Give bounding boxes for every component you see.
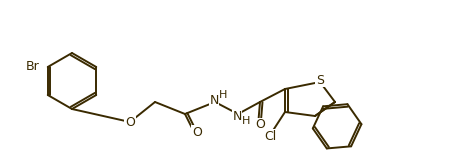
- Text: S: S: [316, 73, 324, 87]
- Text: N: N: [232, 109, 242, 122]
- Text: H: H: [242, 116, 251, 126]
- Text: O: O: [125, 116, 135, 128]
- Text: Br: Br: [26, 59, 40, 73]
- Text: N: N: [209, 93, 219, 107]
- Text: Cl: Cl: [264, 130, 276, 142]
- Text: O: O: [255, 118, 265, 132]
- Text: H: H: [219, 90, 227, 100]
- Text: O: O: [192, 126, 202, 138]
